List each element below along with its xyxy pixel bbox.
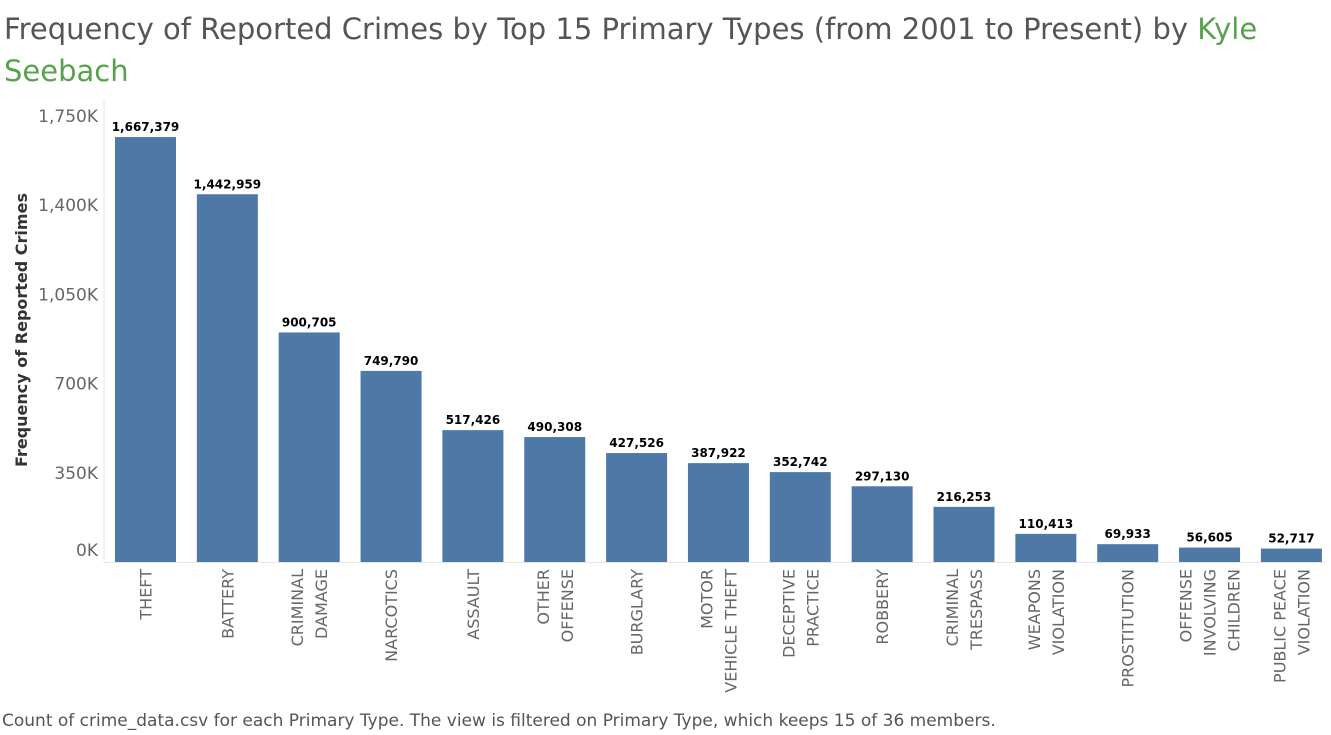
x-tick-label: PRACTICE bbox=[803, 569, 822, 647]
data-label: 352,742 bbox=[773, 455, 828, 469]
data-label: 517,426 bbox=[446, 413, 501, 427]
x-tick-label: WEAPONS bbox=[1025, 569, 1044, 650]
y-tick-label: 1,750K bbox=[38, 107, 99, 127]
footnote: Count of crime_data.csv for each Primary… bbox=[2, 711, 996, 731]
bar bbox=[687, 463, 749, 562]
data-label: 427,526 bbox=[609, 436, 664, 450]
bar bbox=[278, 332, 340, 562]
title-text: Frequency of Reported Crimes by Top 15 P… bbox=[4, 12, 1189, 46]
x-tick-label: DAMAGE bbox=[312, 569, 331, 639]
y-tick-label: 1,050K bbox=[38, 285, 99, 305]
x-tick-label: THEFT bbox=[137, 569, 156, 621]
data-label: 490,308 bbox=[527, 420, 582, 434]
bar bbox=[196, 194, 258, 562]
bar bbox=[115, 137, 176, 562]
y-tick-label: 0K bbox=[76, 541, 99, 561]
x-tick-label: VEHICLE THEFT bbox=[721, 569, 740, 693]
bar bbox=[524, 437, 586, 562]
data-label: 1,667,379 bbox=[112, 120, 180, 134]
data-label: 1,442,959 bbox=[194, 177, 262, 191]
chart-title: Frequency of Reported Crimes by Top 15 P… bbox=[4, 8, 1324, 92]
x-tick-label: CRIMINAL bbox=[288, 569, 307, 646]
data-label: 110,413 bbox=[1019, 517, 1074, 531]
x-tick-label: CRIMINAL bbox=[943, 569, 962, 646]
y-tick-label: 350K bbox=[54, 464, 98, 484]
x-tick-label: OFFENSE bbox=[558, 569, 577, 642]
data-label: 52,717 bbox=[1268, 532, 1314, 546]
x-tick-label: MOTOR bbox=[697, 569, 716, 629]
bar bbox=[1097, 544, 1159, 562]
x-tick-label: PROSTITUTION bbox=[1119, 569, 1138, 688]
x-tick-label: VIOLATION bbox=[1049, 569, 1068, 655]
bar bbox=[1179, 547, 1241, 562]
x-tick-label: BURGLARY bbox=[628, 569, 647, 656]
y-axis: 0K 350K 700K 1,050K 1,400K 1,750K Frequency of… bbox=[12, 100, 105, 562]
data-label: 56,605 bbox=[1186, 531, 1232, 545]
bars: 1,667,379 1,442,959 900,705 749,790 517,426 4… bbox=[112, 120, 1322, 562]
bar bbox=[1260, 548, 1322, 562]
bar bbox=[933, 506, 995, 562]
bar bbox=[769, 472, 831, 562]
x-tick-label: TRESPASS bbox=[967, 569, 986, 651]
bar bbox=[442, 430, 504, 562]
x-tick-label: BATTERY bbox=[218, 569, 237, 639]
x-tick-label: OFFENSE bbox=[1177, 569, 1196, 642]
x-tick-label: ASSAULT bbox=[464, 569, 483, 640]
title-author: Kyle Seebach bbox=[4, 12, 1258, 88]
data-label: 297,130 bbox=[855, 469, 910, 483]
bar bbox=[360, 370, 422, 562]
x-tick-label: CHILDREN bbox=[1225, 569, 1244, 651]
x-tick-label: PUBLIC PEACE bbox=[1270, 569, 1289, 683]
data-label: 216,253 bbox=[937, 490, 992, 504]
data-label: 900,705 bbox=[282, 315, 337, 329]
bar bbox=[851, 486, 913, 562]
bar bbox=[1015, 533, 1077, 562]
y-tick-label: 700K bbox=[54, 375, 98, 395]
x-tick-label: ROBBERY bbox=[873, 569, 892, 645]
y-tick-label: 1,400K bbox=[38, 196, 99, 216]
data-label: 749,790 bbox=[364, 354, 419, 368]
data-label: 387,922 bbox=[691, 446, 746, 460]
bar bbox=[606, 453, 668, 562]
data-label: 69,933 bbox=[1105, 527, 1151, 541]
x-tick-label: OTHER bbox=[534, 569, 553, 625]
x-axis: THEFT BATTERY CRIMINAL DAMAGE NARCOTICS ASSAU… bbox=[104, 562, 1325, 693]
y-axis-title: Frequency of Reported Crimes bbox=[12, 193, 31, 467]
x-tick-label: DECEPTIVE bbox=[779, 569, 798, 658]
x-tick-label: NARCOTICS bbox=[382, 569, 401, 662]
x-tick-label: VIOLATION bbox=[1294, 569, 1313, 655]
x-tick-label: INVOLVING bbox=[1201, 569, 1220, 656]
